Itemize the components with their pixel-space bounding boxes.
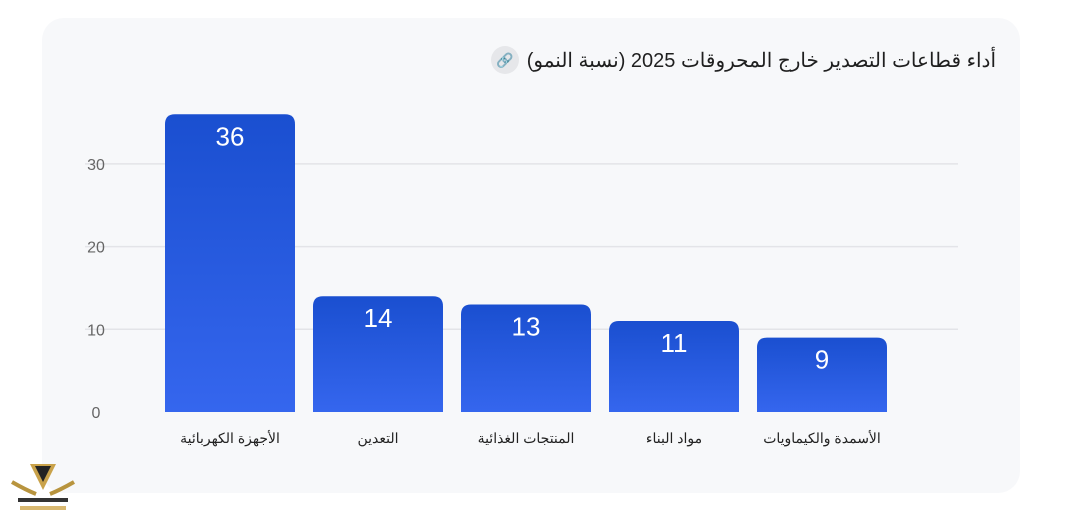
bar[interactable] [757, 337, 887, 412]
link-icon[interactable]: 🔗 [490, 46, 519, 74]
y-tick-label: 20 [87, 240, 105, 257]
x-tick-label: المنتجات الغذائية [478, 430, 575, 446]
x-tick-label: الأجهزة الكهربائية [180, 429, 280, 447]
y-tick-label: 10 [87, 322, 105, 339]
y-tick-label: 0 [92, 405, 101, 422]
bar[interactable] [609, 321, 739, 412]
y-tick-label: 30 [87, 157, 105, 174]
data-label: 13 [512, 311, 541, 341]
forum-logo [11, 464, 75, 510]
data-label: 9 [815, 345, 829, 375]
bar[interactable] [313, 296, 443, 412]
data-label: 11 [661, 328, 688, 358]
x-tick-label: الأسمدة والكيماويات [763, 429, 881, 447]
x-tick-label: التعدين [357, 430, 398, 447]
bar[interactable] [165, 114, 295, 412]
chart-title-row: أداء قطاعات التصدير خارج المحروقات 2025 … [490, 46, 996, 74]
x-tick-label: مواد البناء [646, 430, 702, 447]
data-label: 36 [216, 121, 245, 151]
data-label: 14 [364, 303, 393, 333]
chart-title: أداء قطاعات التصدير خارج المحروقات 2025 … [526, 49, 996, 72]
bar[interactable] [461, 304, 591, 412]
